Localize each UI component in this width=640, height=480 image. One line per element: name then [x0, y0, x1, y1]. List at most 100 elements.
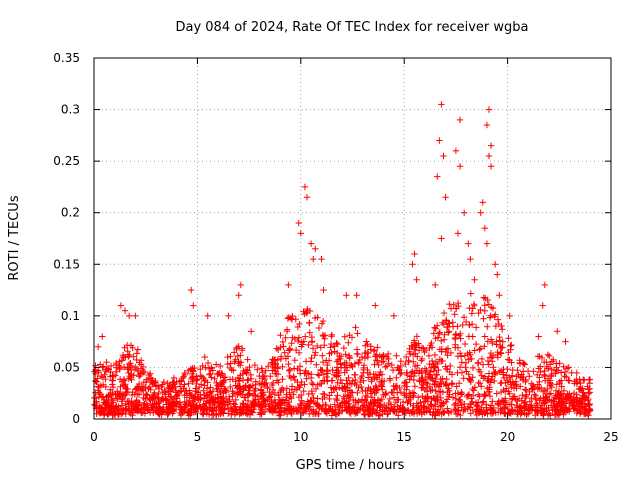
data-point [199, 362, 206, 370]
data-point [406, 345, 413, 353]
data-point [341, 383, 348, 391]
data-point [129, 407, 137, 414]
x-axis-label: GPS time / hours [296, 458, 405, 473]
data-point [548, 372, 555, 379]
data-point [436, 137, 443, 144]
data-point [478, 355, 486, 363]
data-point [94, 343, 102, 350]
data-point [413, 400, 421, 407]
data-point [177, 403, 185, 410]
data-point [288, 340, 295, 347]
data-point [96, 391, 103, 398]
data-point [237, 391, 244, 398]
data-point [497, 405, 504, 412]
data-point [481, 410, 488, 417]
data-point [452, 305, 460, 312]
data-point [166, 393, 174, 400]
data-point [445, 328, 453, 335]
data-point [528, 385, 536, 392]
data-point [219, 410, 227, 417]
data-point [409, 408, 417, 416]
data-point [485, 361, 493, 368]
data-point [467, 410, 474, 417]
data-point [437, 375, 444, 383]
data-point [431, 363, 439, 371]
data-point [435, 383, 443, 391]
data-point [379, 406, 386, 414]
data-point [336, 384, 343, 391]
data-point [238, 345, 246, 352]
data-point [227, 360, 234, 367]
data-point [274, 356, 281, 364]
data-point [170, 402, 177, 409]
data-point [297, 230, 304, 237]
data-point [128, 399, 135, 406]
data-point [317, 366, 324, 374]
data-point [535, 333, 542, 340]
data-point [277, 353, 285, 360]
data-point [471, 302, 478, 309]
data-point [395, 412, 402, 419]
data-point [467, 290, 474, 297]
data-point [329, 407, 336, 414]
data-point [308, 338, 316, 346]
data-point [334, 379, 341, 386]
data-point [386, 376, 394, 384]
data-point [483, 121, 491, 129]
data-point [99, 333, 106, 340]
data-point [247, 371, 254, 379]
data-point [294, 323, 302, 331]
data-point [274, 401, 281, 408]
data-point [438, 402, 446, 409]
data-point [586, 385, 593, 392]
data-point [487, 312, 494, 319]
data-point [347, 410, 354, 418]
data-point [508, 341, 515, 349]
data-point [208, 364, 215, 371]
x-tick-label: 0 [90, 430, 98, 444]
data-point [513, 381, 520, 389]
data-point [288, 395, 295, 402]
data-point [448, 380, 455, 387]
data-point [259, 375, 266, 382]
data-point [281, 406, 288, 414]
data-point [489, 406, 496, 414]
data-point [353, 292, 360, 299]
data-point [431, 324, 438, 331]
data-point [499, 326, 506, 333]
data-point [432, 335, 439, 342]
data-point [234, 374, 242, 381]
data-point [553, 406, 560, 413]
data-point [273, 345, 280, 352]
data-point [242, 394, 249, 401]
data-point [124, 364, 131, 372]
data-point [303, 375, 310, 382]
data-point [481, 333, 489, 340]
data-point [533, 371, 541, 379]
data-point [123, 342, 131, 349]
data-point [538, 354, 546, 362]
data-point [303, 405, 310, 412]
plot-frame [93, 57, 612, 420]
data-point [342, 351, 349, 358]
data-point [264, 385, 271, 392]
data-point [580, 376, 587, 383]
data-point [447, 362, 454, 370]
data-point [385, 360, 393, 367]
data-point [341, 399, 349, 407]
data-point [438, 235, 445, 242]
x-tick-label: 15 [397, 430, 412, 444]
data-point [260, 398, 267, 406]
data-point [426, 360, 433, 368]
data-point [523, 401, 530, 408]
data-point [412, 350, 419, 357]
data-point [328, 407, 336, 415]
data-point [273, 370, 280, 378]
data-point [541, 377, 549, 384]
data-point [112, 364, 120, 371]
data-point [212, 410, 220, 417]
data-point [197, 381, 205, 388]
data-point [306, 403, 313, 410]
data-point [585, 390, 592, 397]
data-point [251, 361, 259, 369]
